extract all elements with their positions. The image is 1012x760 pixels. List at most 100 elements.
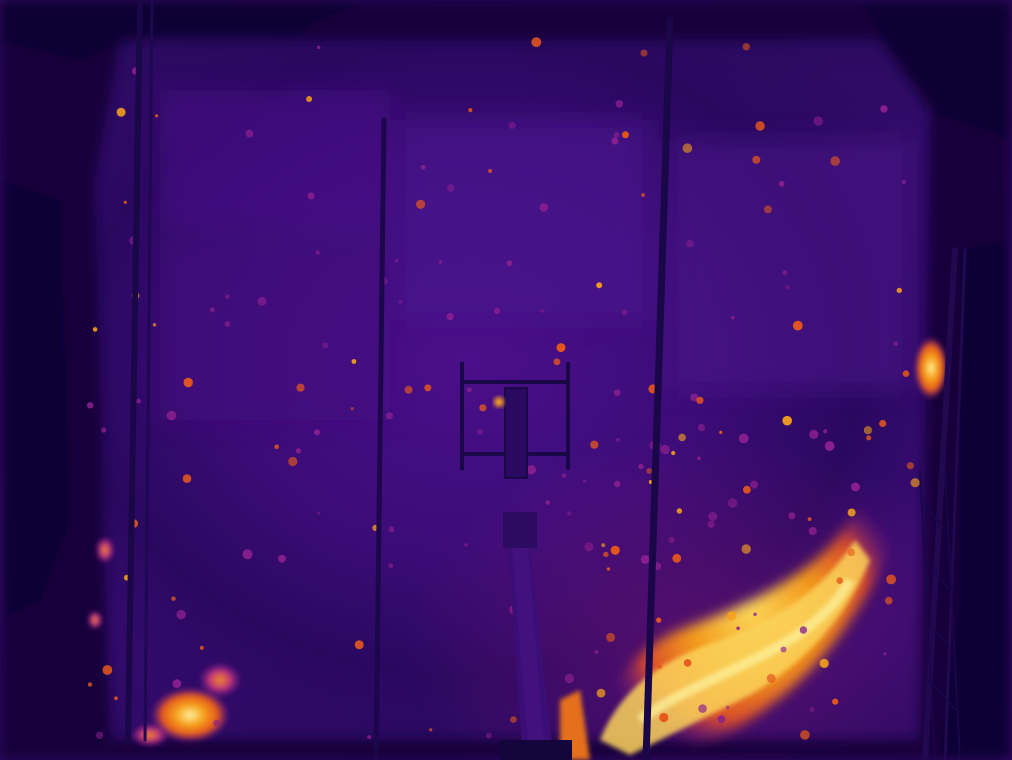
hotspot <box>606 632 616 642</box>
hotspot <box>832 698 839 705</box>
hotspot <box>613 480 621 488</box>
hotspot <box>172 679 182 688</box>
hotspot <box>479 404 487 412</box>
hotspot <box>114 696 118 701</box>
hotspot <box>583 479 587 483</box>
hotspot <box>183 377 193 388</box>
hotspot <box>488 168 493 174</box>
hotspot <box>416 199 426 209</box>
hotspot <box>863 426 873 435</box>
hotspot <box>278 554 286 563</box>
hotspot <box>707 520 715 528</box>
hotspot <box>601 543 606 548</box>
hotspot <box>316 511 320 515</box>
hotspot <box>799 626 808 634</box>
hotspot <box>901 179 907 185</box>
hotspot <box>823 429 828 434</box>
hotspot <box>242 549 253 560</box>
hotspot <box>531 37 542 48</box>
hotspot <box>123 200 127 204</box>
hotspot <box>611 137 619 145</box>
hotspot <box>698 704 707 713</box>
hotspot <box>615 437 620 442</box>
hotspot <box>809 429 819 439</box>
hotspot <box>708 512 718 521</box>
hotspot <box>603 551 609 558</box>
hotspot <box>86 402 94 409</box>
hotspot <box>182 474 192 483</box>
hotspot <box>420 165 426 170</box>
hotspot <box>671 450 676 456</box>
hotspot <box>646 468 653 474</box>
hotspot <box>545 500 550 505</box>
hotspot <box>468 108 473 113</box>
hotspot <box>824 441 835 451</box>
hotspot <box>886 574 896 585</box>
hotspot <box>809 707 815 713</box>
hotspot <box>92 327 98 332</box>
hotspot <box>830 156 840 166</box>
hotspot <box>717 715 726 724</box>
hotspot <box>101 427 107 433</box>
hotspot <box>807 517 812 521</box>
hotspot <box>486 732 492 739</box>
hotspot <box>678 433 686 442</box>
hotspot <box>540 309 545 313</box>
hotspot <box>351 359 357 364</box>
hotspot <box>847 548 855 557</box>
instrument-mast <box>460 362 572 760</box>
hotspot <box>199 645 204 651</box>
hotspot <box>510 716 517 723</box>
hotspot <box>686 239 694 248</box>
hotspot <box>755 121 765 131</box>
hotspot <box>477 429 483 435</box>
hotspot <box>429 728 433 732</box>
hotspot <box>564 673 574 684</box>
hotspot <box>152 323 157 327</box>
hotspot <box>753 612 757 616</box>
hotspot <box>813 116 823 126</box>
hotspot <box>672 553 682 563</box>
hotspot <box>836 577 843 584</box>
hotspot <box>780 646 787 653</box>
hotspot <box>741 544 751 554</box>
hotspot <box>288 456 298 467</box>
hotspot <box>896 287 902 294</box>
hotspot <box>245 129 254 138</box>
hotspot <box>438 260 443 265</box>
hotspot <box>388 526 395 533</box>
hotspot <box>752 155 761 164</box>
hotspot <box>306 96 313 102</box>
hotspot <box>166 410 177 421</box>
hotspot <box>696 396 704 404</box>
hotspot <box>567 511 572 516</box>
hotspot <box>697 456 701 461</box>
hotspot <box>596 282 603 289</box>
hotspot <box>561 473 567 478</box>
hotspot <box>880 105 888 113</box>
hotspot <box>660 445 670 455</box>
hotspot <box>879 419 887 428</box>
hotspot <box>610 545 620 555</box>
hotspot <box>788 512 796 520</box>
hotspot <box>307 192 315 200</box>
hotspot <box>596 688 606 698</box>
hotspot <box>615 100 624 108</box>
hotspot <box>398 299 403 304</box>
hotspot <box>506 260 513 267</box>
hotspot <box>224 321 231 327</box>
hotspot <box>641 193 646 197</box>
hotspot <box>447 184 455 192</box>
hotspot <box>87 682 93 687</box>
hotspot <box>314 429 320 436</box>
hotspot <box>766 673 776 683</box>
hotspot <box>893 341 898 346</box>
hotspot <box>466 387 472 393</box>
hotspot <box>613 131 620 138</box>
hotspot <box>866 435 872 441</box>
hotspot <box>742 43 750 51</box>
hotspot <box>657 664 662 669</box>
warm-region-bottom-left <box>87 536 242 747</box>
hotspot <box>606 567 611 571</box>
hotspot <box>274 444 280 450</box>
